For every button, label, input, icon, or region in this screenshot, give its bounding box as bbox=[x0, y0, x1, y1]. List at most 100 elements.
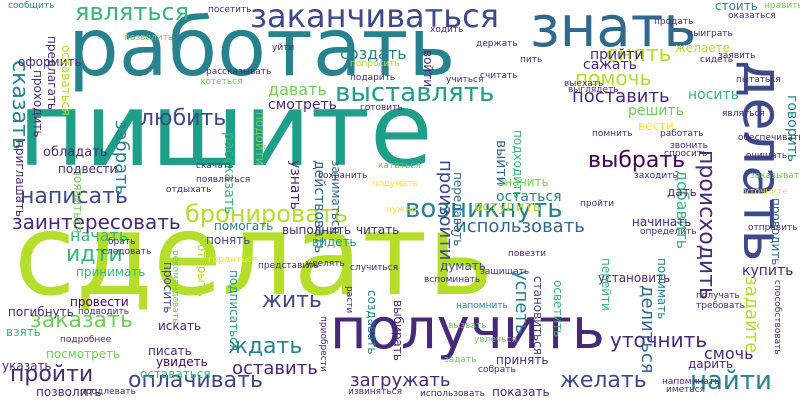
word-cloud-word: прийти bbox=[590, 47, 644, 63]
word-cloud-word: скачать bbox=[196, 161, 234, 171]
word-cloud-word: снять bbox=[606, 42, 672, 67]
word-cloud-word: обладать bbox=[43, 145, 108, 160]
word-cloud-word: появляться bbox=[196, 175, 251, 185]
word-cloud-word: использовать bbox=[455, 216, 585, 237]
word-cloud-word: загружать bbox=[350, 370, 451, 391]
word-cloud-word: пройти bbox=[580, 199, 615, 209]
word-cloud-word: кататься bbox=[378, 161, 421, 171]
word-cloud-word: знать bbox=[530, 0, 697, 60]
word-cloud-word: желать bbox=[560, 368, 647, 393]
word-cloud-word: работать bbox=[68, 1, 456, 94]
word-cloud-word: увидеть bbox=[156, 355, 208, 369]
word-cloud-word: сделать bbox=[14, 191, 494, 321]
word-cloud-word: погибнуть bbox=[8, 305, 74, 319]
word-cloud-word: узнать bbox=[287, 160, 303, 210]
word-cloud-word: провести bbox=[70, 295, 129, 309]
word-cloud-word: сидеть bbox=[700, 55, 734, 65]
word-cloud-word: думать bbox=[440, 259, 486, 273]
word-cloud-word: найти bbox=[690, 366, 772, 396]
word-cloud-word: получать bbox=[696, 291, 740, 301]
word-cloud-word: собрать bbox=[478, 365, 516, 375]
word-cloud-word: сохранить bbox=[318, 171, 368, 181]
word-cloud-word: уточнить bbox=[610, 328, 708, 352]
word-cloud-word: задать bbox=[444, 355, 477, 365]
word-cloud-word: способствовать bbox=[772, 280, 782, 355]
word-cloud-word: требовать bbox=[696, 301, 745, 311]
word-cloud-word: подписаться bbox=[227, 270, 241, 351]
word-cloud-word: сажать bbox=[583, 57, 637, 73]
word-cloud-word: вступить bbox=[474, 199, 542, 215]
word-cloud-word: напоминать bbox=[662, 377, 720, 387]
word-cloud-word: забрать bbox=[111, 120, 132, 196]
word-cloud-word: рассказывать bbox=[206, 67, 272, 77]
word-cloud-word: помнить bbox=[592, 129, 633, 139]
word-cloud-word: перейти bbox=[599, 258, 613, 311]
word-cloud-word: предлагать bbox=[45, 36, 59, 110]
word-cloud-word: являться bbox=[75, 0, 190, 26]
word-cloud-word: посмотреть bbox=[46, 347, 121, 361]
word-cloud-word: осветить bbox=[551, 280, 565, 338]
word-cloud-word: заканчиваться bbox=[250, 0, 499, 35]
word-cloud-word: выйти bbox=[493, 140, 509, 186]
word-cloud-word: происходить bbox=[694, 150, 719, 300]
word-cloud-word: выбирать bbox=[391, 300, 405, 361]
word-cloud-word: брать bbox=[108, 237, 136, 247]
word-cloud-word: рекомендовать bbox=[170, 250, 180, 324]
word-cloud-word: писать bbox=[148, 344, 192, 358]
word-cloud-word: позволить bbox=[36, 385, 102, 399]
word-cloud-word: выбрать bbox=[588, 148, 686, 173]
word-cloud-word: принимать bbox=[76, 265, 146, 279]
word-cloud-word: говорить bbox=[784, 95, 800, 163]
word-cloud-word: позволить bbox=[124, 33, 174, 43]
word-cloud-word: принять bbox=[496, 353, 549, 367]
word-cloud-word: понимать bbox=[655, 258, 669, 320]
word-cloud-word: напомнить bbox=[456, 301, 508, 311]
word-cloud-word: посетить bbox=[208, 5, 252, 15]
word-cloud-word: купить bbox=[742, 263, 794, 279]
word-cloud-word: искать bbox=[158, 319, 202, 333]
word-cloud-word: ждать bbox=[228, 334, 303, 359]
word-cloud-word: извиняться bbox=[348, 387, 402, 397]
word-cloud-word: выполнить bbox=[282, 223, 352, 237]
word-cloud-word: возникнуть bbox=[405, 194, 563, 224]
word-cloud-word: пытаться bbox=[736, 75, 781, 85]
word-cloud-word: заниматься bbox=[329, 160, 343, 234]
word-cloud-word: оставаться bbox=[140, 367, 211, 381]
word-cloud-word: уточните bbox=[744, 187, 788, 197]
word-cloud-word: нравиться bbox=[764, 1, 800, 11]
word-cloud-word: смочь bbox=[704, 344, 754, 363]
word-cloud-word: вспоминать bbox=[424, 275, 481, 285]
word-cloud-word: оказаться bbox=[728, 11, 776, 21]
word-cloud-word: работать bbox=[660, 129, 704, 139]
word-cloud-word: начинать bbox=[632, 215, 692, 229]
word-cloud-word: звонить bbox=[670, 141, 708, 151]
word-cloud-word: подойти bbox=[253, 112, 267, 166]
word-cloud-word: продлевать bbox=[80, 387, 136, 397]
word-cloud-word: подвести bbox=[58, 162, 118, 176]
word-cloud-word: уделять bbox=[306, 259, 345, 269]
word-cloud-word: идти bbox=[66, 242, 123, 267]
word-cloud-word: читать bbox=[356, 223, 400, 237]
word-cloud-word: пить bbox=[520, 55, 543, 65]
word-cloud-word: оформить bbox=[18, 55, 82, 69]
word-cloud-word: значить bbox=[498, 175, 549, 189]
word-cloud-word: подарить bbox=[350, 73, 396, 83]
word-cloud-word: сказать bbox=[7, 60, 32, 150]
word-cloud-word: получить bbox=[330, 297, 605, 362]
word-cloud-word: делиться bbox=[637, 285, 658, 374]
word-cloud-word: желаете bbox=[675, 41, 730, 55]
word-cloud-word: выглядеть bbox=[568, 85, 619, 95]
word-cloud-word: рассказать bbox=[221, 132, 237, 215]
word-cloud-word: остаться bbox=[496, 189, 562, 205]
word-cloud-word: заказать bbox=[30, 308, 133, 333]
word-cloud-word: спросить bbox=[664, 149, 708, 159]
word-cloud-word: держать bbox=[476, 39, 518, 49]
word-cloud-word: оставаться bbox=[59, 45, 73, 116]
word-cloud-word: создать bbox=[340, 44, 407, 63]
word-cloud-word: взять bbox=[6, 325, 41, 339]
word-cloud-word: пишите bbox=[18, 71, 433, 190]
word-cloud-word: вести bbox=[638, 119, 674, 133]
word-cloud-word: выиграть bbox=[688, 29, 733, 39]
word-cloud-word: отдыхать bbox=[166, 185, 212, 195]
word-cloud-word: случиться bbox=[350, 263, 399, 273]
